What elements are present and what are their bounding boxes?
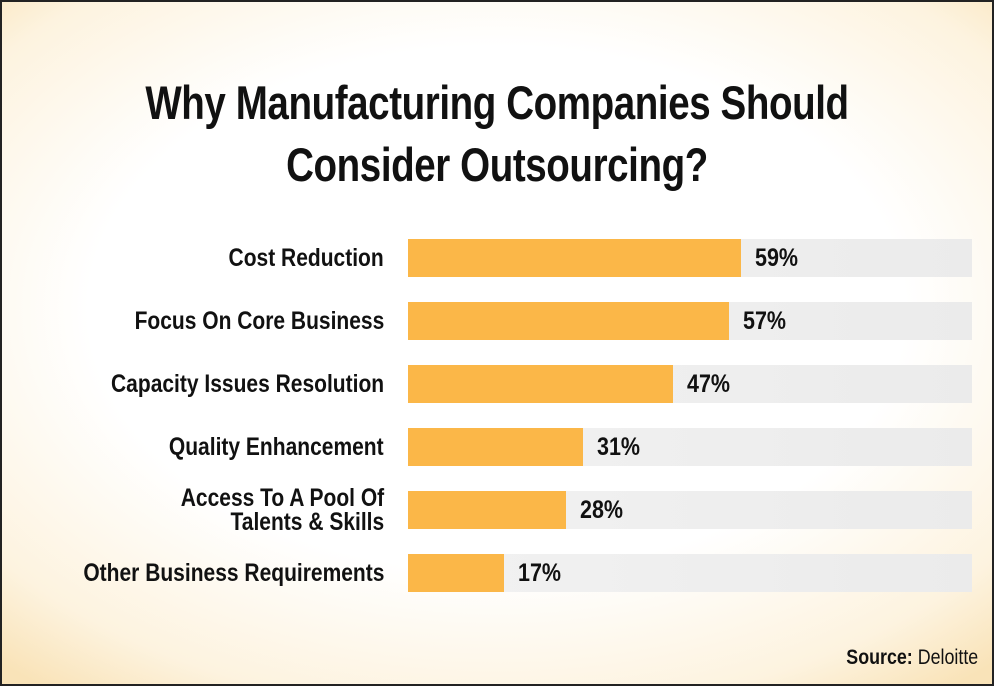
chart-title: Why Manufacturing Companies Should Consi… (91, 72, 903, 196)
category-label: Access To A Pool Of Talents & Skills (180, 484, 384, 536)
bar-track: 47% (408, 365, 972, 403)
bar-track: 59% (408, 239, 972, 277)
bar (408, 239, 741, 277)
category-label-line: Other Business Requirements (82, 559, 384, 587)
source-note: Source: Deloitte (846, 646, 978, 670)
category-label-line: Cost Reduction (228, 244, 384, 272)
category-label-line: Capacity Issues Resolution (110, 370, 384, 398)
chart-title-line-2: Consider Outsourcing? (286, 138, 708, 191)
chart-title-line-1: Why Manufacturing Companies Should (145, 76, 849, 129)
bar-value-label: 31% (597, 433, 641, 461)
category-label: Cost Reduction (228, 244, 384, 272)
bar (408, 365, 673, 403)
category-label: Focus On Core Business (134, 307, 384, 335)
source-label: Source: (846, 646, 913, 669)
bar-value-label: 57% (743, 307, 787, 335)
category-label: Other Business Requirements (82, 559, 384, 587)
source-name: Deloitte (917, 646, 978, 669)
bar (408, 302, 729, 340)
bar-track: 57% (408, 302, 972, 340)
bar-value-label: 59% (755, 244, 799, 272)
category-label: Capacity Issues Resolution (110, 370, 384, 398)
bar-value-label: 17% (518, 559, 562, 587)
category-label: Quality Enhancement (169, 433, 384, 461)
bar-value-label: 28% (580, 496, 624, 524)
bar-track: 28% (408, 491, 972, 529)
bar (408, 554, 504, 592)
category-label-line: Access To A Pool Of (180, 484, 384, 512)
bar (408, 491, 566, 529)
category-label-line: Quality Enhancement (169, 433, 384, 461)
bar-track: 31% (408, 428, 972, 466)
bar (408, 428, 583, 466)
bar-track: 17% (408, 554, 972, 592)
category-label-line: Focus On Core Business (134, 307, 384, 335)
category-label-line: Talents & Skills (230, 508, 384, 536)
bar-value-label: 47% (687, 370, 731, 398)
